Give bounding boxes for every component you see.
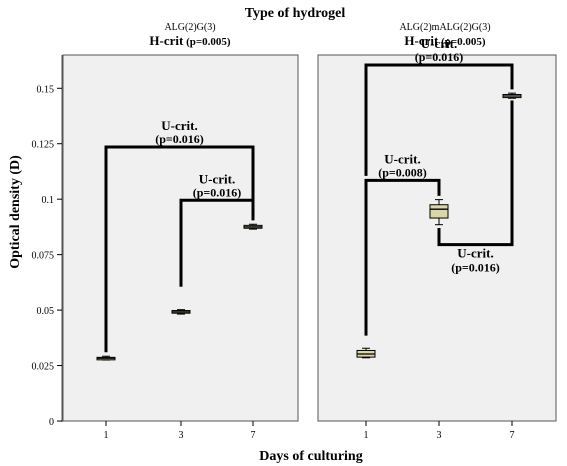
panel-name: ALG(2)G(3) (164, 22, 215, 33)
x-axis-label: Days of culturing (259, 449, 362, 464)
comparison-label: U-crit. (384, 151, 420, 166)
panel-name: ALG(2)mALG(2)G(3) (399, 22, 490, 33)
y-tick-label: 0.05 (37, 306, 55, 317)
y-tick-label: 0.075 (32, 251, 55, 262)
test-name: H-crit (404, 33, 439, 48)
test-p-value: (p=0.005) (183, 36, 231, 48)
comparison-1-3: U-crit.(p=0.008) (364, 151, 441, 336)
y-tick-label: 0.1 (42, 195, 55, 206)
panels-layer: ALG(2)G(3)H-crit (p=0.005)1 3 7U-crit.(p=0… (62, 22, 557, 441)
box-day-1 (96, 355, 116, 361)
box (429, 204, 449, 219)
y-tick-label: 0 (49, 417, 54, 428)
comparison-3-7: U-crit.(p=0.016) (179, 171, 255, 287)
comparison-bracket (364, 178, 441, 336)
chart-title: Type of hydrogel (245, 6, 346, 21)
test-name: H-crit (149, 33, 184, 48)
comparison-p-value: (p=0.016) (155, 132, 204, 146)
y-axis: 0 0.025 0.05 0.075 0.1 0.125 0.15 (32, 55, 63, 428)
comparison-1-7: U-crit.(p=0.016) (104, 118, 255, 353)
x-tick-label: 3 (437, 430, 442, 441)
panel-test-label: H-crit (p=0.005) (149, 33, 230, 48)
comparison-label: U-crit. (457, 246, 493, 261)
x-tick-label: 3 (179, 430, 184, 441)
x-tick-label: 1 (364, 430, 369, 441)
x-tick-label: 1 (104, 430, 109, 441)
comparison-bracket (104, 145, 255, 353)
comparison-p-value: (p=0.016) (451, 261, 500, 275)
box-day-7 (502, 92, 522, 99)
box-day-3 (171, 309, 191, 315)
comparison-bracket (437, 100, 514, 247)
comparison-1-7: U-crit.(p=0.016) (364, 36, 514, 176)
comparison-p-value: (p=0.016) (193, 185, 242, 199)
comparison-label: U-crit. (421, 36, 457, 51)
box-day-7 (243, 223, 263, 230)
box-day-1 (356, 347, 376, 359)
comparison-bracket (364, 63, 514, 176)
comparison-p-value: (p=0.016) (415, 50, 464, 64)
x-tick-label: 7 (510, 430, 515, 441)
y-axis-label: Optical density (D) (8, 155, 23, 269)
comparison-3-7: U-crit.(p=0.016) (437, 100, 514, 275)
y-tick-label: 0.025 (32, 362, 55, 373)
panel-test-label: H-crit (p=0.005) (404, 33, 485, 48)
test-p-value: (p=0.005) (438, 36, 486, 48)
comparison-label: U-crit. (161, 118, 197, 133)
y-tick-label: 0.15 (37, 84, 55, 95)
comparison-p-value: (p=0.008) (378, 165, 427, 179)
comparison-label: U-crit. (199, 171, 235, 186)
panel-2: ALG(2)mALG(2)G(3)H-crit (p=0.005) 1 3 7 U-cr… (317, 22, 557, 441)
panel-background (317, 54, 557, 422)
panel-1: ALG(2)G(3)H-crit (p=0.005)1 3 7U-crit.(p=0… (62, 22, 299, 441)
box-day-3 (429, 199, 449, 226)
x-tick-label: 7 (251, 430, 256, 441)
y-tick-label: 0.125 (32, 140, 55, 151)
comparison-bracket (179, 198, 255, 287)
